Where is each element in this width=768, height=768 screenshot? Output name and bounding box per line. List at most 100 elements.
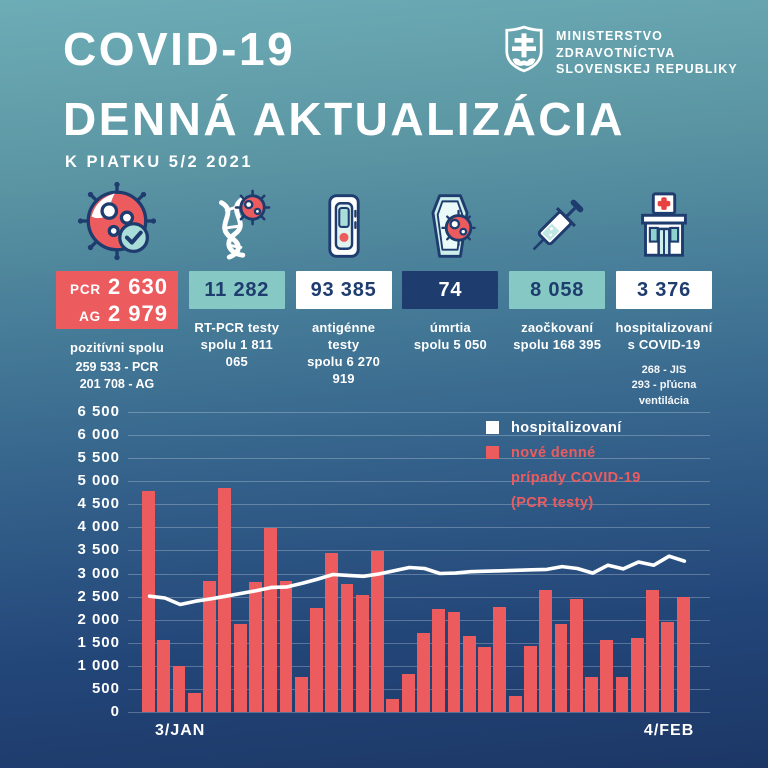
bar-new-daily-cases bbox=[172, 665, 186, 712]
bar-new-daily-cases bbox=[417, 633, 430, 712]
bar-new-daily-cases bbox=[325, 553, 339, 712]
bar-new-daily-cases bbox=[371, 551, 385, 712]
legend-new-cases-label-line1: nové denné bbox=[511, 444, 596, 461]
page-subtitle-title: DENNÁ AKTUALIZÁCIA bbox=[63, 93, 626, 145]
ministry-name-line3: SLOVENSKEJ REPUBLIKY bbox=[556, 62, 738, 76]
bar-new-daily-cases bbox=[310, 608, 323, 712]
x-axis-tick-label: 4/FEB bbox=[643, 722, 695, 739]
syringe-icon bbox=[520, 183, 594, 269]
hospital-icon bbox=[627, 183, 701, 269]
ministry-name-line1: MINISTERSTVO bbox=[556, 29, 663, 43]
legend-new-cases-label-line3: (PCR testy) bbox=[511, 494, 594, 511]
positive-caption: pozitívni spolu bbox=[70, 340, 164, 355]
stat-positive-cases: PCR 2 630 AG 2 979 pozitívni spolu 259 5… bbox=[56, 181, 178, 409]
y-axis-tick-label: 4 000 bbox=[77, 518, 120, 536]
gridline bbox=[128, 573, 710, 575]
bar-new-daily-cases bbox=[585, 677, 598, 712]
bar-new-daily-cases bbox=[279, 581, 293, 712]
bar-new-daily-cases bbox=[218, 487, 232, 712]
slovak-coat-of-arms-icon bbox=[503, 25, 545, 78]
bar-new-daily-cases bbox=[523, 645, 537, 712]
bar-new-daily-cases bbox=[569, 599, 583, 712]
bar-new-daily-cases bbox=[142, 490, 155, 712]
rtpcr-caption: RT-PCR testy bbox=[194, 320, 280, 335]
y-axis-tick-label: 4 500 bbox=[77, 495, 120, 513]
bar-new-daily-cases bbox=[600, 639, 614, 712]
y-axis-tick-label: 5 500 bbox=[77, 449, 120, 467]
vaccinated-value-box: 8 058 bbox=[509, 271, 606, 309]
hospitalized-value-box: 3 376 bbox=[615, 271, 712, 309]
bar-new-daily-cases bbox=[248, 582, 262, 712]
bar-new-daily-cases bbox=[615, 677, 629, 712]
ag-label: AG bbox=[79, 308, 101, 324]
chart-legend: hospitalizovaní nové denné prípady COVID… bbox=[486, 415, 641, 515]
deaths-total: spolu 5 050 bbox=[413, 336, 487, 352]
positive-values-box: PCR 2 630 AG 2 979 bbox=[56, 271, 178, 329]
stat-hospitalized: 3 376 hospitalizovaní s COVID-19 268 - J… bbox=[616, 183, 712, 409]
hospitalized-line bbox=[147, 554, 687, 607]
y-axis-tick-label: 2 000 bbox=[77, 610, 120, 628]
legend-new-cases-swatch bbox=[486, 446, 499, 459]
bar-new-daily-cases bbox=[676, 596, 690, 712]
y-axis-tick-label: 3 500 bbox=[77, 541, 120, 559]
page-title: COVID-19 bbox=[63, 23, 296, 75]
rtpcr-value-box: 11 282 bbox=[188, 271, 285, 309]
bar-new-daily-cases bbox=[554, 623, 568, 712]
bar-new-daily-cases bbox=[401, 673, 415, 712]
y-axis-tick-label: 1 000 bbox=[77, 656, 120, 674]
bar-new-daily-cases bbox=[508, 695, 522, 712]
legend-new-cases-label-line2: prípady COVID-19 bbox=[511, 469, 641, 486]
bar-new-daily-cases bbox=[157, 640, 171, 712]
date-note: K PIATKU 5/2 2021 bbox=[65, 153, 254, 171]
pcr-label: PCR bbox=[70, 281, 101, 297]
x-axis-tick-label: 3/JAN bbox=[155, 722, 206, 739]
bar-new-daily-cases bbox=[340, 584, 354, 712]
gridline bbox=[128, 550, 710, 552]
bar-new-daily-cases bbox=[539, 590, 553, 712]
dna-virus-icon bbox=[200, 183, 274, 269]
bar-new-daily-cases bbox=[203, 581, 216, 712]
gridline bbox=[128, 435, 710, 437]
stat-antigen-tests: 93 385 antigénne testy spolu 6 270 919 bbox=[295, 183, 392, 409]
y-axis-tick-label: 2 500 bbox=[77, 587, 120, 605]
ag-new-value: 2 979 bbox=[107, 300, 168, 326]
hospitalized-ventilation: 293 - pľúcna ventilácia bbox=[631, 379, 697, 407]
bar-new-daily-cases bbox=[187, 693, 201, 712]
bar-new-daily-cases bbox=[264, 528, 278, 712]
antigen-total: spolu 6 270 919 bbox=[307, 353, 381, 386]
chart-x-labels: 3/JAN 4/FEB bbox=[128, 718, 710, 744]
bar-new-daily-cases bbox=[447, 611, 461, 712]
rtpcr-total: spolu 1 811 065 bbox=[200, 336, 273, 369]
y-axis-tick-label: 3 000 bbox=[77, 564, 120, 582]
gridline bbox=[128, 458, 710, 460]
y-axis-tick-label: 500 bbox=[91, 679, 120, 697]
chart-plot: hospitalizovaní nové denné prípady COVID… bbox=[128, 412, 710, 739]
y-axis-tick-label: 5 000 bbox=[77, 472, 120, 490]
virus-check-icon bbox=[75, 181, 159, 269]
bar-new-daily-cases bbox=[386, 698, 400, 712]
deaths-value-box: 74 bbox=[402, 271, 499, 309]
y-axis-tick-label: 6 000 bbox=[77, 426, 120, 444]
gridline bbox=[128, 412, 710, 413]
bar-new-daily-cases bbox=[432, 608, 446, 712]
stats-row: PCR 2 630 AG 2 979 pozitívni spolu 259 5… bbox=[56, 181, 712, 409]
hospitalized-caption: hospitalizovaní bbox=[615, 320, 713, 335]
y-axis-tick-label: 6 500 bbox=[77, 403, 120, 420]
bar-new-daily-cases bbox=[493, 607, 507, 712]
positive-total-ag: 201 708 - AG bbox=[79, 376, 155, 391]
bar-new-daily-cases bbox=[462, 635, 476, 712]
gridline bbox=[128, 527, 710, 529]
ministry-name-line2: ZDRAVOTNÍCTVA bbox=[556, 45, 676, 60]
stat-deaths: 74 úmrtia spolu 5 050 bbox=[402, 183, 499, 409]
hospitalized-caption2: s COVID-19 bbox=[627, 336, 701, 352]
bar-new-daily-cases bbox=[661, 621, 675, 712]
bar-new-daily-cases bbox=[630, 637, 644, 712]
bar-new-daily-cases bbox=[233, 623, 247, 712]
legend-hospitalized-label: hospitalizovaní bbox=[511, 419, 622, 436]
gridline bbox=[128, 596, 710, 598]
stat-vaccinated: 8 058 zaočkovaní spolu 168 395 bbox=[509, 183, 606, 409]
bar-new-daily-cases bbox=[294, 677, 308, 712]
ministry-logo: MINISTERSTVO ZDRAVOTNÍCTVA SLOVENSKEJ RE… bbox=[503, 25, 738, 78]
y-axis-tick-label: 1 500 bbox=[77, 633, 120, 651]
